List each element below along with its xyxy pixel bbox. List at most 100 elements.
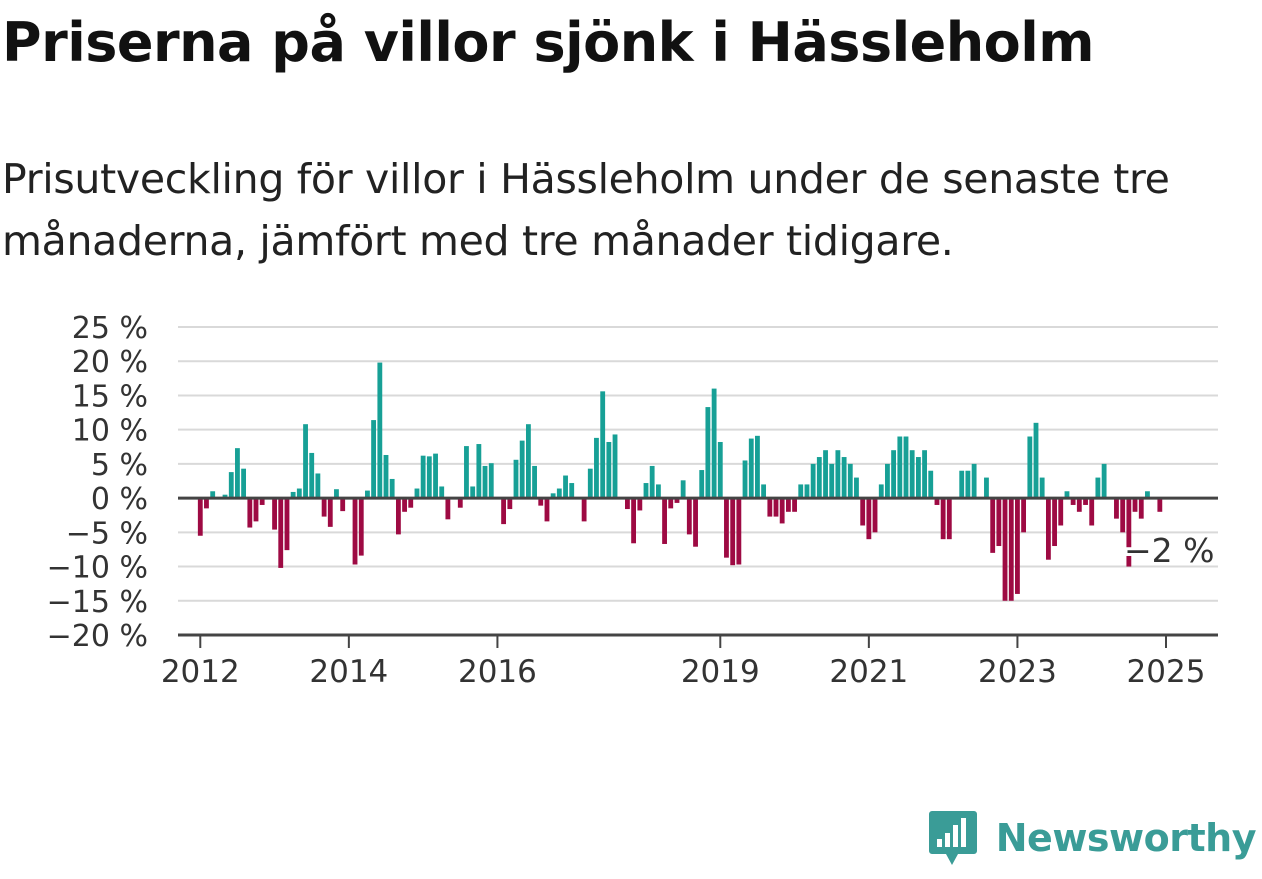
bar [210,491,216,499]
bar [637,498,643,511]
bar [773,498,779,517]
bar [383,454,389,499]
bar [693,498,698,547]
bar [235,448,240,499]
bar [513,459,519,499]
y-tick-label: 10 % [72,414,148,449]
bar [984,477,989,499]
bar [736,498,742,565]
bar [866,498,872,540]
bar [395,498,401,535]
bar [334,489,339,499]
bar [922,450,927,499]
bar [854,477,859,499]
bar [303,424,308,499]
bar [414,488,420,499]
bar [488,463,494,499]
bar [1064,491,1070,499]
bar [878,484,884,499]
bar [457,498,463,508]
bar [1052,498,1057,547]
axis-lines [178,496,1218,637]
bar [501,498,507,525]
bar [1070,498,1076,505]
bar [1015,498,1020,594]
bar [1120,498,1126,533]
bar [371,420,377,499]
bar [668,498,674,509]
bar [835,450,841,499]
bar [891,450,897,499]
bar [464,446,469,499]
x-tick-label: 2019 [681,654,760,690]
chart-subtitle: Prisutveckling för villor i Hässleholm u… [2,155,1170,265]
bar [1076,498,1082,512]
bar [810,463,816,499]
bar [439,486,445,499]
bar [928,470,934,499]
bar [711,388,717,499]
bar [717,441,723,499]
bar [327,498,333,527]
bar [680,480,686,499]
bar [550,493,556,499]
bar [841,457,847,499]
bar [445,498,451,520]
bar [389,478,395,499]
bar [785,498,791,512]
bar [420,455,426,499]
bar [804,484,810,499]
bar [1138,498,1144,519]
bar [1114,498,1119,519]
bar [600,391,606,499]
bar [631,498,637,544]
bar [321,498,327,517]
brand: Newsworthy [928,809,1257,867]
y-axis: 25 %20 %15 %10 %5 %0 %−5 %−10 %−15 %−20 … [47,311,148,654]
bar [847,463,853,499]
y-tick-label: 0 % [91,482,148,517]
bar [377,362,383,499]
bar [1021,498,1027,533]
x-axis: 2012 2014 2016 2019 2021 2023 2025 [161,635,1206,690]
bars [197,362,1163,601]
bar [915,457,921,499]
bar [1045,498,1051,560]
bar [1002,498,1008,601]
bar [538,498,544,506]
bar [1145,491,1150,499]
x-tick-label: 2021 [829,654,908,690]
bar [197,498,203,536]
bar [946,498,952,540]
bar [340,498,346,512]
bar [563,475,568,499]
y-tick-label: −15 % [47,585,148,620]
bar [253,498,259,522]
bar [909,450,915,499]
bar [649,465,655,499]
bar [1058,498,1064,526]
bar [996,498,1002,547]
bar [699,470,705,499]
bar [352,498,358,565]
bar [779,498,785,524]
bar [1126,498,1132,567]
bar [284,498,290,551]
bar [662,498,667,544]
bar [1083,498,1088,505]
x-tick-label: 2025 [1127,654,1206,690]
bar [674,498,680,503]
y-tick-label: −20 % [47,619,148,654]
bar [241,468,247,499]
bar [606,441,612,499]
y-tick-label: 25 % [72,311,148,346]
bar [829,463,835,499]
bar [482,465,488,499]
bar [724,498,729,558]
bar [247,498,253,528]
bar [860,498,866,526]
bar [315,473,321,499]
bar [204,498,209,509]
bar [426,456,432,499]
bar [903,436,909,499]
